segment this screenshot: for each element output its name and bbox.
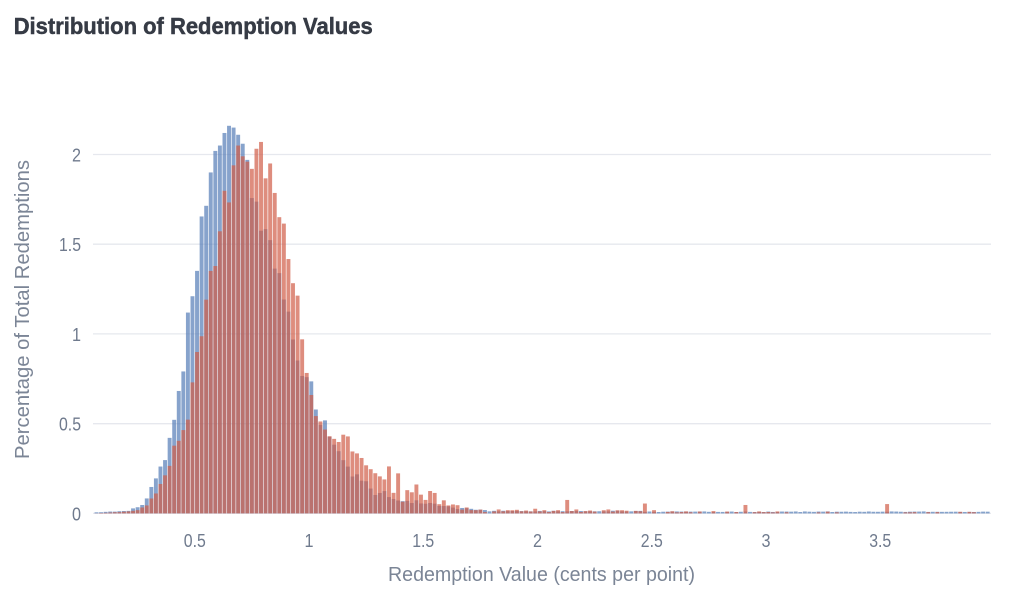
svg-text:1.5: 1.5 [412, 530, 434, 551]
svg-text:Distribution of Redemption Val: Distribution of Redemption Values [14, 13, 373, 39]
svg-text:2.5: 2.5 [641, 530, 663, 551]
svg-text:0.5: 0.5 [184, 530, 206, 551]
svg-text:Redemption Value (cents per po: Redemption Value (cents per point) [388, 563, 695, 586]
svg-text:2: 2 [533, 530, 542, 551]
svg-text:2: 2 [72, 145, 81, 166]
svg-text:0.5: 0.5 [59, 414, 81, 435]
svg-text:0: 0 [72, 503, 81, 524]
svg-text:1: 1 [72, 324, 81, 345]
svg-text:1.5: 1.5 [59, 234, 81, 255]
svg-text:3: 3 [762, 530, 771, 551]
svg-text:Percentage of Total Redemption: Percentage of Total Redemptions [11, 160, 34, 459]
svg-text:3.5: 3.5 [869, 530, 891, 551]
svg-text:1: 1 [305, 530, 314, 551]
